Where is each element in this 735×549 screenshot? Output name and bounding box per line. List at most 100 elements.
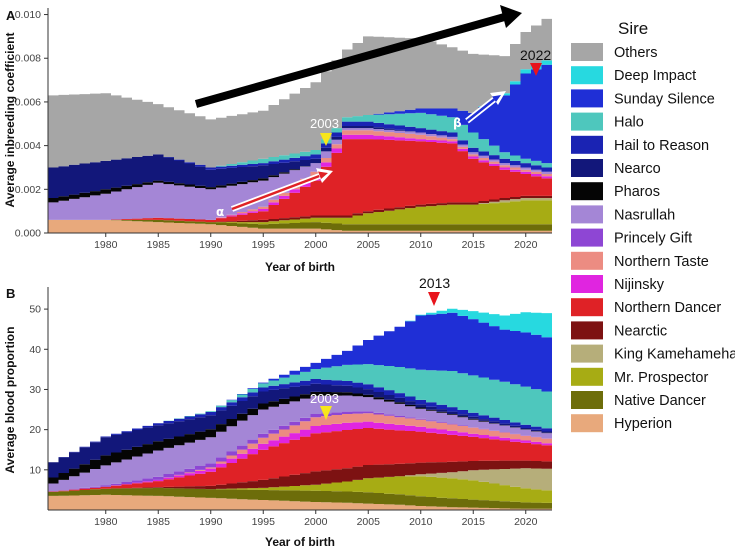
x-tick-label-a: 1995 bbox=[252, 239, 276, 251]
legend-label: Nearco bbox=[614, 161, 661, 177]
series-area-b-northern-dancer bbox=[48, 428, 552, 492]
y-tick-label-a: 0.002 bbox=[15, 184, 41, 196]
legend-label: Native Dancer bbox=[614, 393, 706, 409]
x-tick-label-b: 2005 bbox=[357, 516, 381, 528]
legend-swatch bbox=[571, 275, 603, 293]
legend-item-princely-gift: Princely Gift bbox=[571, 228, 692, 247]
legend-item-hyperion: Hyperion bbox=[571, 414, 672, 433]
panel-a-axes: 1980 1985 1990 1995 2000 2005 2010 2015 2020 0.00… bbox=[15, 8, 552, 251]
marker-2022-a bbox=[530, 63, 542, 76]
label-2003-b: 2003 bbox=[310, 391, 339, 406]
series-area-a-sunday-silence bbox=[48, 64, 552, 168]
label-2003-a: 2003 bbox=[310, 116, 339, 131]
series-area-a-king-kamehameha bbox=[48, 198, 552, 223]
legend-swatch bbox=[571, 391, 603, 409]
legend-item-nearctic: Nearctic bbox=[571, 321, 667, 340]
series-area-a-pharos bbox=[48, 128, 552, 203]
beta-arrow: β bbox=[453, 91, 506, 130]
alpha-arrow: α bbox=[216, 168, 333, 219]
series-area-b-northern-taste bbox=[48, 413, 552, 492]
series-area-a-northern-dancer bbox=[48, 139, 552, 223]
y-tick-label-b: 50 bbox=[29, 304, 41, 316]
marker-2003-a bbox=[320, 133, 332, 146]
panel-a-tag: A bbox=[6, 8, 16, 23]
legend-item-others: Others bbox=[571, 43, 658, 61]
legend-label: Sunday Silence bbox=[614, 91, 715, 107]
panel-b-plot-area bbox=[48, 308, 552, 510]
trend-arrow-head bbox=[500, 5, 522, 28]
panel-a-xlabel: Year of birth bbox=[265, 260, 335, 274]
y-tick-label-a: 0.010 bbox=[15, 9, 41, 21]
x-tick-label-a: 1990 bbox=[199, 239, 223, 251]
x-tick-label-b: 2020 bbox=[514, 516, 538, 528]
y-tick-label-a: 0.006 bbox=[15, 96, 41, 108]
x-tick-label-b: 2000 bbox=[304, 516, 328, 528]
x-tick-label-a: 1980 bbox=[94, 239, 118, 251]
legend-item-pharos: Pharos bbox=[571, 182, 660, 201]
series-area-a-nearco bbox=[48, 126, 552, 198]
legend-item-northern-dancer: Northern Dancer bbox=[571, 298, 721, 317]
legend-item-native-dancer: Native Dancer bbox=[571, 391, 706, 409]
legend-item-nearco: Nearco bbox=[571, 159, 661, 177]
panel-a: α β 2003 2022 1980 1985 1990 1995 2000 2005 20… bbox=[3, 5, 552, 274]
legend-swatch bbox=[571, 205, 603, 224]
x-tick-label-a: 2000 bbox=[304, 239, 328, 251]
series-area-b-mr-prospector bbox=[48, 476, 552, 504]
panel-a-annotations: α β 2003 2022 bbox=[194, 5, 551, 219]
legend-label: Pharos bbox=[614, 184, 660, 200]
x-tick-label-b: 1990 bbox=[199, 516, 223, 528]
series-area-b-nijinsky bbox=[48, 421, 552, 492]
y-tick-label-a: 0.000 bbox=[15, 228, 41, 240]
legend-item-hail-to-reason: Hail to Reason bbox=[571, 135, 709, 154]
series-area-b-nearctic bbox=[48, 460, 552, 492]
series-area-b-nasrullah bbox=[48, 395, 552, 492]
trend-arrow-shaft bbox=[194, 12, 510, 108]
legend-item-mr-prospector: Mr. Prospector bbox=[571, 367, 708, 386]
legend-swatch bbox=[571, 367, 603, 386]
y-tick-label-b: 10 bbox=[29, 464, 41, 476]
label-2013-b: 2013 bbox=[419, 275, 450, 291]
x-tick-label-a: 2010 bbox=[409, 239, 433, 251]
legend-item-deep-impact: Deep Impact bbox=[571, 66, 696, 85]
legend-swatch bbox=[571, 159, 603, 177]
legend-item-king-kamehameha: King Kamehameha bbox=[571, 344, 735, 363]
legend-swatch bbox=[571, 344, 603, 363]
legend-title: Sire bbox=[618, 19, 648, 38]
legend-label: Hyperion bbox=[614, 416, 672, 432]
series-area-a-native-dancer bbox=[48, 219, 552, 231]
marker-2013-b bbox=[428, 292, 440, 306]
legend-swatch bbox=[571, 298, 603, 317]
series-area-a-others bbox=[48, 16, 552, 168]
x-tick-label-a: 1985 bbox=[147, 239, 171, 251]
series-area-a-hyperion bbox=[48, 219, 552, 233]
alpha-label: α bbox=[216, 205, 224, 219]
series-area-b-deep-impact bbox=[48, 308, 552, 463]
panel-b-axes: 1980 1985 1990 1995 2000 2005 2010 2015 2020 10 20… bbox=[29, 287, 552, 528]
legend-label: Hail to Reason bbox=[614, 138, 709, 154]
x-tick-label-b: 2010 bbox=[409, 516, 433, 528]
series-area-a-halo bbox=[48, 112, 552, 170]
legend-label: Northern Dancer bbox=[614, 300, 721, 316]
legend: Sire Others Deep Impact Sunday Silence Halo… bbox=[571, 19, 735, 433]
legend-swatch bbox=[571, 89, 603, 108]
series-area-b-native-dancer bbox=[48, 487, 552, 509]
legend-label: Deep Impact bbox=[614, 68, 696, 84]
legend-swatch bbox=[571, 135, 603, 154]
legend-label: Mr. Prospector bbox=[614, 370, 708, 386]
x-tick-label-b: 1980 bbox=[94, 516, 118, 528]
y-tick-label-b: 40 bbox=[29, 344, 41, 356]
y-tick-label-a: 0.004 bbox=[15, 140, 41, 152]
legend-label: Nijinsky bbox=[614, 277, 665, 293]
legend-item-sunday-silence: Sunday Silence bbox=[571, 89, 715, 108]
legend-item-northern-taste: Northern Taste bbox=[571, 251, 709, 270]
legend-label: Princely Gift bbox=[614, 231, 692, 247]
legend-label: Nasrullah bbox=[614, 207, 675, 223]
legend-item-nasrullah: Nasrullah bbox=[571, 205, 675, 224]
legend-item-nijinsky: Nijinsky bbox=[571, 275, 665, 293]
legend-swatch bbox=[571, 182, 603, 201]
legend-swatch bbox=[571, 228, 603, 247]
legend-item-halo: Halo bbox=[571, 112, 644, 131]
legend-swatch bbox=[571, 251, 603, 270]
series-area-b-halo bbox=[48, 364, 552, 463]
marker-2003-b bbox=[320, 406, 332, 420]
